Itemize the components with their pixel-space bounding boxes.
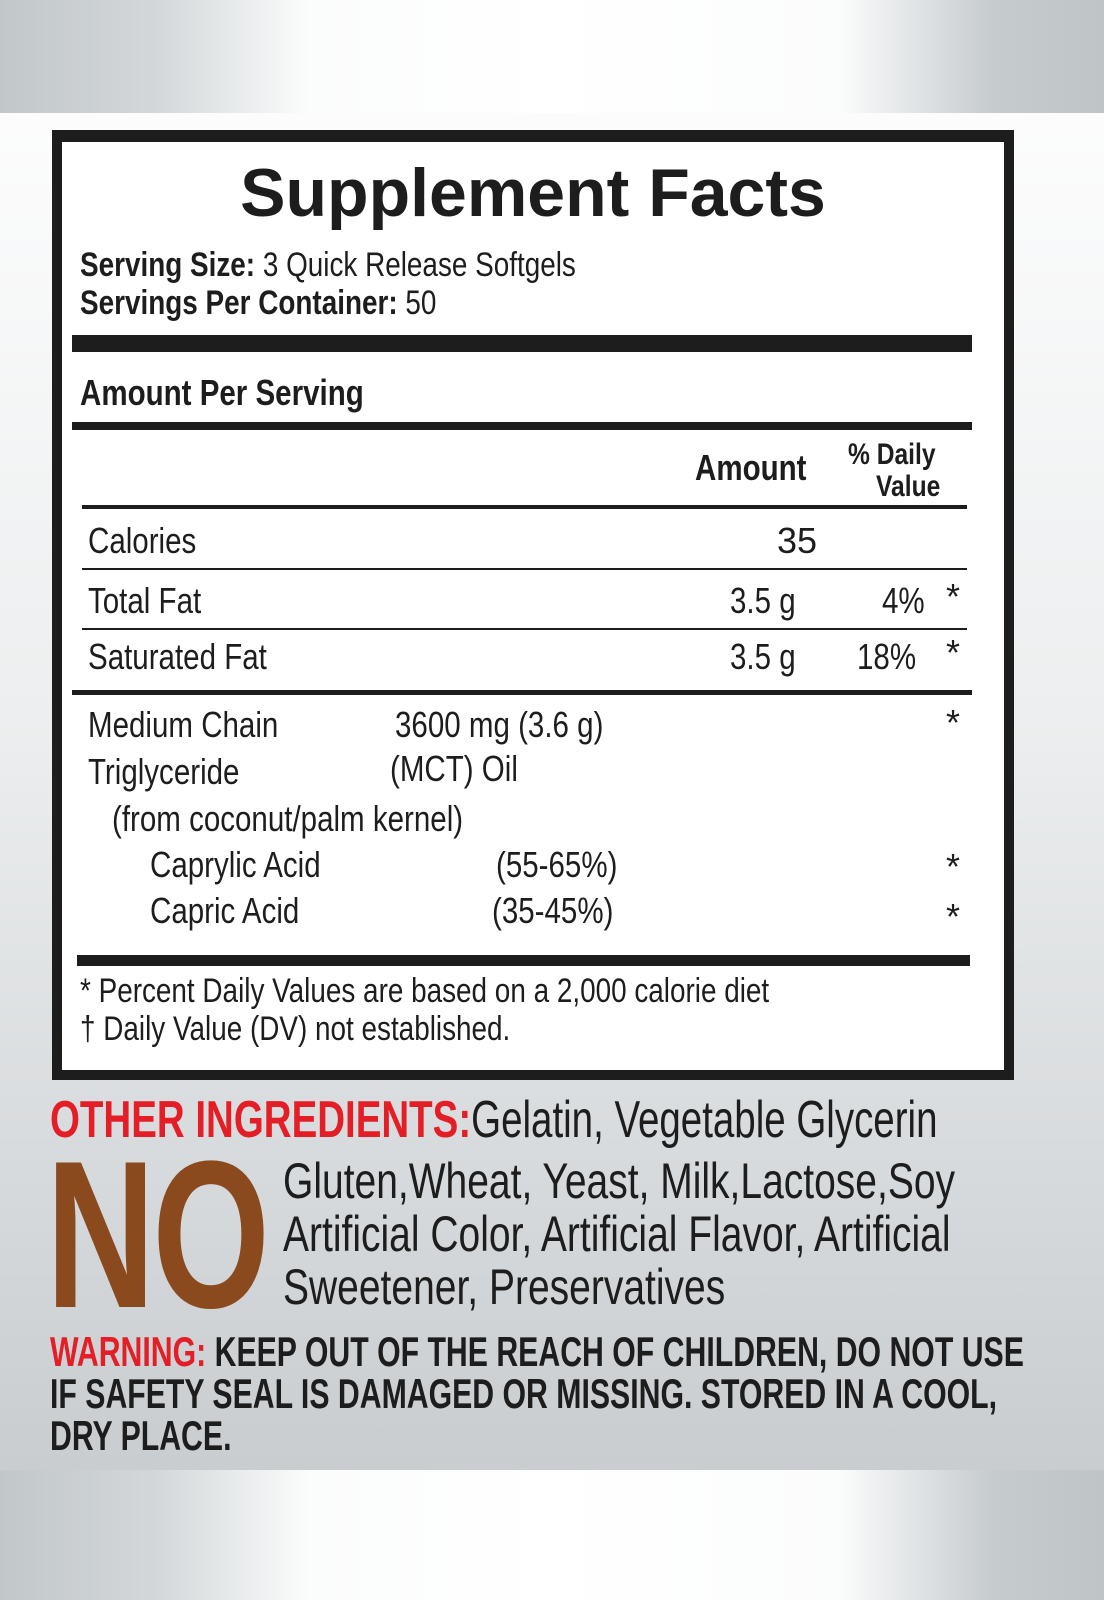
sub-name: Caprylic Acid (150, 844, 321, 885)
other-ingredients: OTHER INGREDIENTS:Gelatin, Vegetable Gly… (50, 1090, 937, 1150)
top-silver-band (0, 0, 1104, 113)
divider (82, 628, 967, 630)
divider (72, 422, 972, 430)
col-dv-1: % Daily (848, 438, 936, 471)
sub-mark: * (946, 846, 961, 887)
supplement-facts-panel: Supplement Facts Serving Size: 3 Quick R… (52, 130, 1014, 1080)
col-amount: Amount (695, 447, 807, 488)
sub-name: Capric Acid (150, 890, 300, 931)
row-name: Total Fat (88, 580, 202, 621)
warning-line-1: WARNING: KEEP OUT OF THE REACH OF CHILDR… (50, 1328, 1024, 1376)
no-line: Gluten,Wheat, Yeast, Milk,Lactose,Soy (283, 1153, 956, 1209)
no-line: Artificial Color, Artificial Flavor, Art… (283, 1206, 951, 1262)
divider (72, 690, 972, 695)
panel-title: Supplement Facts (240, 155, 826, 231)
divider-thick (72, 335, 972, 352)
sub-mark: * (946, 896, 961, 937)
footnote: * Percent Daily Values are based on a 2,… (80, 972, 770, 1010)
servings-label: Servings Per Container: (80, 284, 398, 322)
row-name: Saturated Fat (88, 636, 267, 677)
sub-range: (35-45%) (492, 890, 614, 931)
bottom-silver-band (0, 1470, 1104, 1600)
row-mark: * (946, 632, 961, 673)
serving-size-value: 3 Quick Release Softgels (262, 246, 576, 284)
mct-amount-2: (MCT) Oil (390, 748, 518, 789)
row-name: Calories (88, 520, 197, 561)
serving-size-label: Serving Size: (80, 246, 256, 284)
row-dv: 4% (882, 580, 925, 621)
mct-source: (from coconut/palm kernel) (112, 798, 464, 839)
no-line: Sweetener, Preservatives (283, 1259, 726, 1315)
divider-thick (77, 955, 970, 966)
warning-line-3: DRY PLACE. (50, 1412, 232, 1459)
row-dv: 18% (857, 636, 917, 677)
mct-name-1: Medium Chain (88, 704, 279, 745)
warning-line-2: IF SAFETY SEAL IS DAMAGED OR MISSING. ST… (50, 1370, 998, 1417)
no-word: NO (46, 1117, 270, 1352)
row-amount: 3.5 g (730, 580, 796, 621)
other-ingredients-value: Gelatin, Vegetable Glycerin (471, 1091, 938, 1149)
row-amount: 3.5 g (730, 636, 796, 677)
mct-name-2: Triglyceride (88, 751, 240, 792)
warning-text: KEEP OUT OF THE REACH OF CHILDREN, DO NO… (214, 1328, 1024, 1375)
mct-amount-1: 3600 mg (3.6 g) (395, 704, 604, 745)
sub-range: (55-65%) (496, 844, 618, 885)
servings-per-container: Servings Per Container: 50 (80, 284, 436, 323)
servings-value: 50 (405, 284, 437, 322)
mct-mark: * (946, 702, 961, 743)
row-amount: 35 (777, 520, 818, 561)
divider (82, 505, 967, 509)
divider (82, 568, 967, 570)
footnote: † Daily Value (DV) not established. (80, 1010, 511, 1048)
row-mark: * (946, 576, 961, 617)
serving-size: Serving Size: 3 Quick Release Softgels (80, 246, 576, 285)
other-ingredients-label: OTHER INGREDIENTS: (50, 1091, 472, 1149)
amount-per-serving: Amount Per Serving (80, 372, 364, 413)
warning-label: WARNING: (50, 1328, 207, 1375)
col-dv-2: Value (876, 470, 941, 503)
